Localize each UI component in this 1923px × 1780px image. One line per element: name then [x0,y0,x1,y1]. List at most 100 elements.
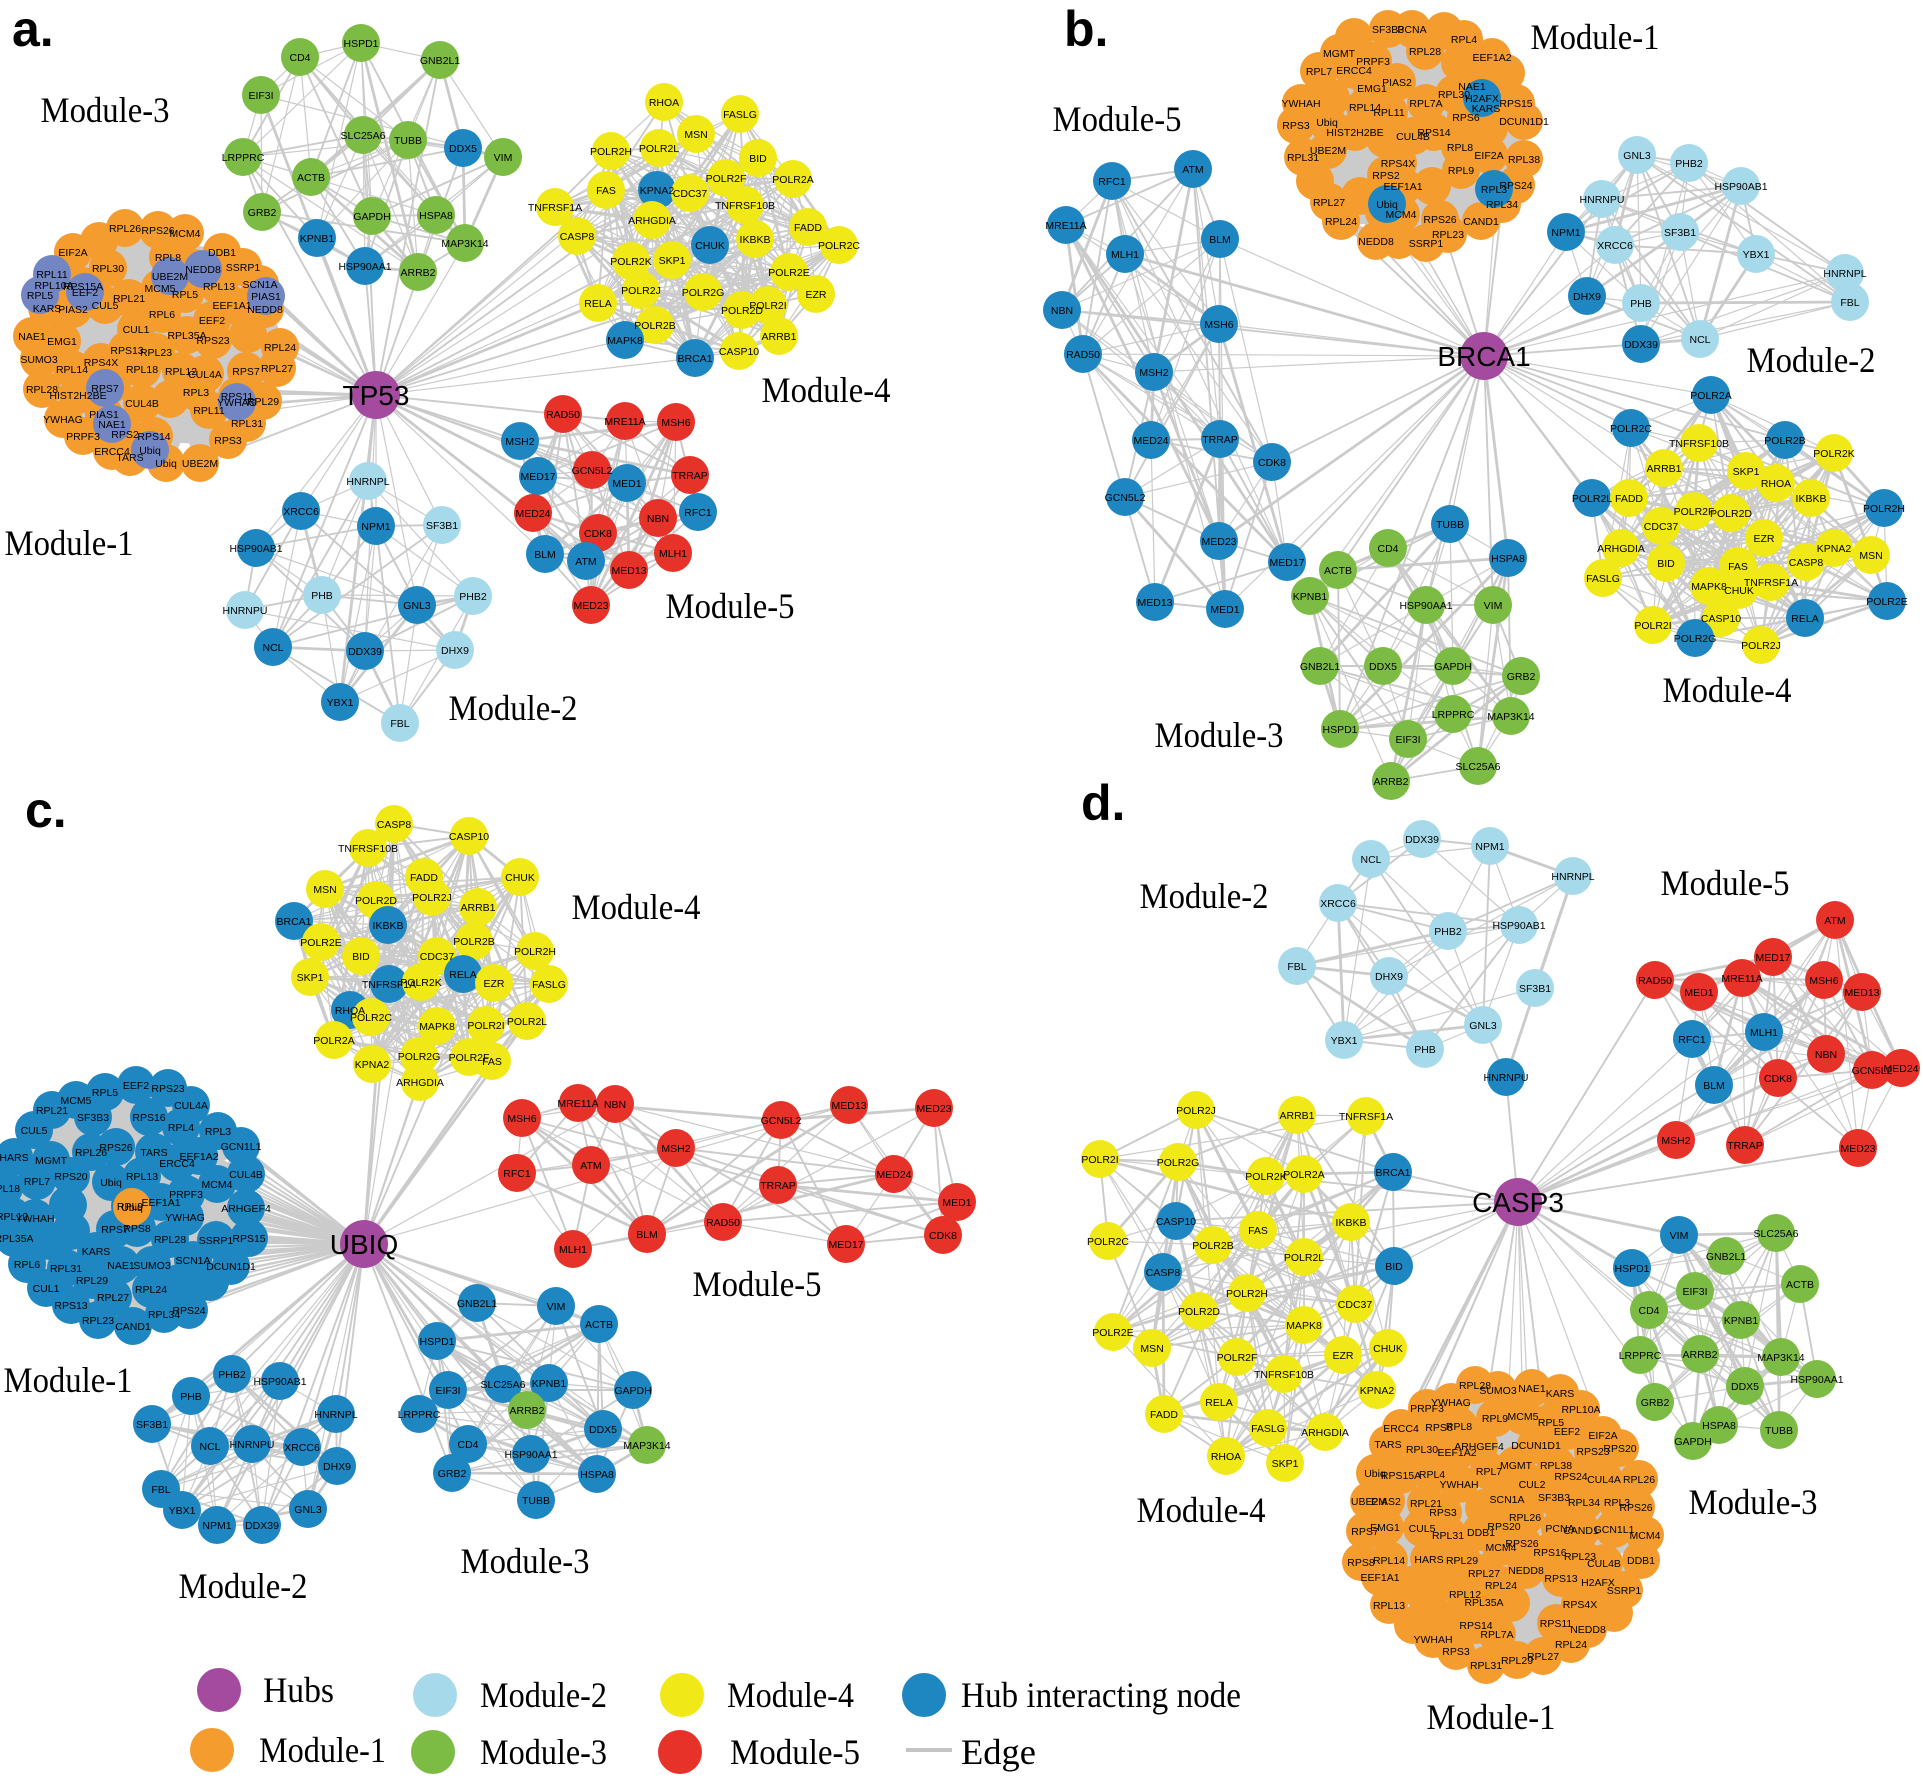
svg-text:PIAS2: PIAS2 [1382,77,1412,89]
svg-text:DDX5: DDX5 [449,143,477,155]
svg-text:MLH1: MLH1 [1750,1027,1778,1039]
svg-text:Module-5: Module-5 [1661,863,1790,903]
svg-text:MSH2: MSH2 [661,1143,690,1155]
svg-text:POLR2C: POLR2C [1610,423,1652,435]
svg-text:RPL34: RPL34 [1486,199,1518,211]
svg-text:RPL38: RPL38 [1508,154,1540,166]
svg-text:MSH6: MSH6 [1809,975,1838,987]
svg-text:RHOA: RHOA [649,97,679,109]
svg-text:RPL27: RPL27 [261,363,293,375]
svg-text:RPL30: RPL30 [1438,89,1470,101]
svg-text:Module-2: Module-2 [179,1566,308,1606]
svg-text:RPL3: RPL3 [183,387,209,399]
svg-text:RPS26: RPS26 [99,1142,132,1154]
svg-text:NAE1: NAE1 [18,331,46,343]
svg-text:XRCC6: XRCC6 [1320,898,1356,910]
svg-text:RPS4X: RPS4X [1563,1599,1597,1611]
svg-text:RPL8: RPL8 [1446,1421,1472,1433]
svg-text:SKP1: SKP1 [659,255,686,267]
svg-text:RPS16: RPS16 [1533,1547,1566,1559]
svg-text:CUL4A: CUL4A [188,369,222,381]
svg-text:LRPPRC: LRPPRC [1619,1350,1662,1362]
svg-text:NAE1: NAE1 [107,1260,135,1272]
svg-text:SLC25A6: SLC25A6 [1456,761,1501,773]
svg-text:MED13: MED13 [611,565,646,577]
svg-text:RPS7: RPS7 [1351,1526,1379,1538]
svg-text:RPS8: RPS8 [123,1223,151,1235]
svg-text:EMG1: EMG1 [1357,83,1387,95]
svg-text:HARS: HARS [0,1152,29,1164]
svg-text:CUL4B: CUL4B [229,1169,263,1181]
svg-text:MED1: MED1 [942,1197,971,1209]
svg-text:POLR2A: POLR2A [313,1035,354,1047]
svg-text:POLR2D: POLR2D [721,305,763,317]
svg-text:MSH2: MSH2 [505,436,534,448]
svg-text:XRCC6: XRCC6 [1597,240,1633,252]
svg-text:SF3B1: SF3B1 [1664,227,1696,239]
svg-text:RFC1: RFC1 [503,1168,531,1180]
svg-text:KPNA2: KPNA2 [1817,543,1852,555]
svg-text:RPL9: RPL9 [1482,1413,1508,1425]
svg-text:MLH1: MLH1 [1111,249,1139,261]
svg-text:RPL4: RPL4 [1451,34,1477,46]
svg-text:RPL24: RPL24 [264,342,296,354]
svg-text:MGMT: MGMT [35,1155,68,1167]
svg-text:RPL23: RPL23 [1432,229,1464,241]
svg-text:RPL27: RPL27 [1468,1568,1500,1580]
svg-text:DDB1: DDB1 [208,247,236,259]
svg-text:GCN5L2: GCN5L2 [761,1115,802,1127]
svg-text:RPL23: RPL23 [1564,1551,1596,1563]
svg-text:UBE2M: UBE2M [1351,1496,1387,1508]
svg-text:RELA: RELA [449,969,476,981]
svg-text:NBN: NBN [1815,1049,1837,1061]
svg-text:d.: d. [1081,775,1125,831]
svg-text:VIM: VIM [547,1301,566,1313]
svg-text:RPS7: RPS7 [91,383,119,395]
svg-text:BID: BID [749,153,767,165]
svg-text:DDX39: DDX39 [348,646,382,658]
svg-text:HIST2H2BE: HIST2H2BE [1326,127,1383,139]
svg-text:Module-3: Module-3 [480,1732,607,1772]
svg-text:FASLG: FASLG [1586,573,1620,585]
svg-text:CASP8: CASP8 [560,231,595,243]
svg-text:CASP3: CASP3 [1472,1187,1564,1218]
svg-text:NCL: NCL [262,642,283,654]
svg-text:GCN1L1: GCN1L1 [1594,1524,1635,1536]
svg-text:CUL4B: CUL4B [125,398,159,410]
svg-text:GRB2: GRB2 [248,207,277,219]
svg-text:CD4: CD4 [289,52,310,64]
svg-text:TNFRSF10B: TNFRSF10B [1254,1369,1314,1381]
svg-text:ARRB2: ARRB2 [1373,776,1408,788]
svg-text:BRCA1: BRCA1 [1437,341,1530,372]
svg-text:DDX39: DDX39 [1405,834,1439,846]
svg-text:Module-4: Module-4 [727,1675,854,1715]
svg-text:ERCC4: ERCC4 [94,446,130,458]
svg-text:BLM: BLM [534,549,556,561]
svg-text:NBN: NBN [1051,305,1073,317]
svg-text:SLC25A6: SLC25A6 [1754,1228,1799,1240]
svg-text:GAPDH: GAPDH [353,211,390,223]
svg-text:CDK8: CDK8 [1258,457,1286,469]
svg-text:RPS23: RPS23 [1576,1446,1609,1458]
svg-text:Module-5: Module-5 [666,586,795,626]
svg-text:POLR2D: POLR2D [1178,1306,1220,1318]
svg-text:HSPA8: HSPA8 [1702,1420,1736,1432]
svg-text:Module-1: Module-1 [5,523,134,563]
svg-text:RPL26: RPL26 [109,223,141,235]
svg-text:TNFRSF1A: TNFRSF1A [528,202,582,214]
svg-text:POLR2A: POLR2A [1283,1169,1324,1181]
svg-text:RPL18: RPL18 [126,364,158,376]
svg-text:PHB: PHB [1630,298,1652,310]
svg-text:RELA: RELA [584,298,611,310]
svg-text:EEF2: EEF2 [72,287,98,299]
svg-text:FADD: FADD [1150,1409,1178,1421]
svg-text:POLR2D: POLR2D [355,895,397,907]
svg-text:CDC37: CDC37 [1338,1299,1373,1311]
svg-text:CHUK: CHUK [1373,1343,1403,1355]
svg-text:RPL6: RPL6 [149,309,175,321]
svg-text:POLR2J: POLR2J [1741,640,1781,652]
svg-text:PHB: PHB [1414,1044,1436,1056]
svg-text:GAPDH: GAPDH [614,1385,651,1397]
svg-text:Module-4: Module-4 [1663,670,1792,710]
svg-text:RPS20: RPS20 [1603,1443,1636,1455]
